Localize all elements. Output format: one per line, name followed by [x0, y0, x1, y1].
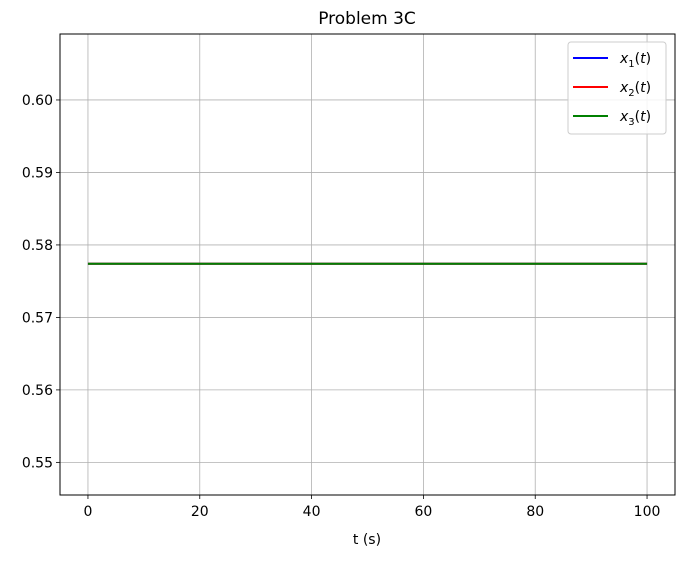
legend-label: x2(t)	[619, 80, 651, 99]
x-tick-label: 0	[83, 504, 92, 520]
y-tick-label: 0.55	[22, 455, 53, 471]
x-tick-label: 100	[634, 504, 661, 520]
y-tick-label: 0.60	[22, 93, 53, 109]
legend-box	[567, 41, 667, 135]
x-tick-label: 40	[303, 504, 321, 520]
y-tick-label: 0.56	[22, 383, 53, 399]
plot-frame	[59, 33, 676, 496]
y-tick-label: 0.58	[22, 238, 53, 254]
axis-ticks: 0 20 40 60 80 100 0.55 0.56 0.57 0.58 0.59 0.60	[22, 93, 661, 520]
legend-label: x3(t)	[619, 109, 651, 128]
x-tick-label: 80	[526, 504, 544, 520]
y-tick-label: 0.57	[22, 310, 53, 326]
y-tick-label: 0.59	[22, 165, 53, 181]
legend-label: x1(t)	[619, 51, 651, 70]
x-axis-label: t (s)	[353, 532, 381, 548]
legend: x1(t) x2(t) x3(t)	[567, 41, 667, 135]
x-tick-label: 60	[414, 504, 432, 520]
chart-title: Problem 3C	[318, 9, 416, 29]
x-tick-label: 20	[191, 504, 209, 520]
